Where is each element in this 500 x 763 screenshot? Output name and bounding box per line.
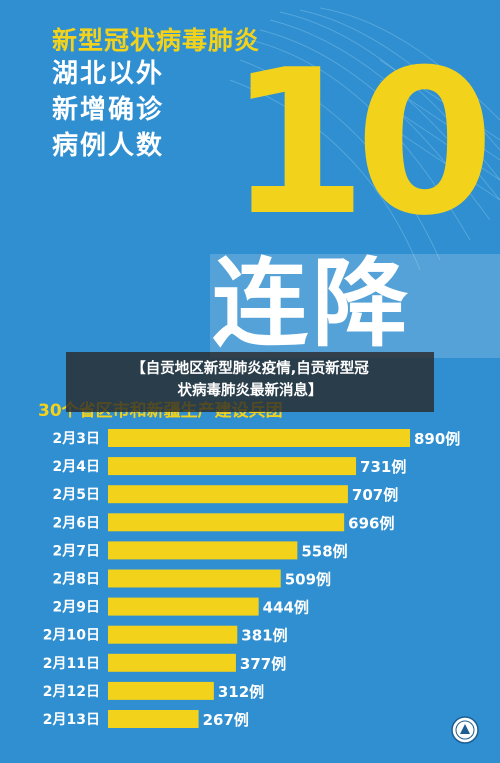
overlay-title-line-2: 状病毒肺炎最新消息】 bbox=[177, 383, 323, 399]
value-label: 312例 bbox=[218, 683, 264, 701]
bar bbox=[108, 625, 238, 644]
drop-text: 连降 bbox=[212, 248, 412, 360]
value-label: 696例 bbox=[348, 514, 394, 532]
category-label: 2月11日 bbox=[43, 656, 100, 672]
value-label: 707例 bbox=[352, 486, 398, 504]
category-label: 2月9日 bbox=[53, 600, 100, 616]
bar bbox=[108, 653, 236, 672]
value-label: 558例 bbox=[301, 542, 347, 560]
category-label: 2月12日 bbox=[43, 684, 100, 700]
bar bbox=[108, 513, 345, 532]
bar bbox=[108, 457, 357, 476]
bar bbox=[108, 541, 298, 560]
bar bbox=[108, 597, 259, 616]
value-label: 509例 bbox=[285, 571, 331, 589]
overlay-article-title: 【自贡地区新型肺炎疫情,自贡新型冠 状病毒肺炎最新消息】 bbox=[66, 352, 434, 412]
bar bbox=[108, 485, 348, 504]
headline-topic: 新型冠状病毒肺炎 bbox=[52, 26, 261, 55]
bar bbox=[108, 429, 410, 447]
category-label: 2月4日 bbox=[53, 459, 100, 475]
bar bbox=[108, 681, 214, 700]
headline-line-3: 病例人数 bbox=[52, 131, 165, 161]
category-label: 2月3日 bbox=[53, 431, 100, 447]
category-label: 2月10日 bbox=[43, 628, 100, 644]
headline-line-1: 湖北以外 bbox=[52, 59, 165, 89]
value-label: 731例 bbox=[360, 458, 406, 476]
value-label: 444例 bbox=[263, 599, 309, 617]
drop-band bbox=[210, 254, 500, 358]
category-label: 2月8日 bbox=[53, 572, 100, 588]
overlay-title-line-1: 【自贡地区新型肺炎疫情,自贡新型冠 bbox=[131, 361, 369, 377]
category-label: 2月7日 bbox=[53, 543, 100, 559]
emblem-icon bbox=[451, 716, 479, 744]
bar bbox=[108, 569, 281, 588]
value-label: 381例 bbox=[241, 627, 287, 645]
value-label: 890例 bbox=[414, 430, 460, 448]
big-number: 10 bbox=[228, 27, 494, 260]
value-label: 267例 bbox=[203, 711, 249, 729]
headline: 新型冠状病毒肺炎 湖北以外 新增确诊 病例人数 bbox=[52, 26, 260, 164]
headline-line-2: 新增确诊 bbox=[52, 95, 165, 125]
value-label: 377例 bbox=[240, 655, 286, 673]
category-label: 2月6日 bbox=[53, 515, 100, 531]
bar bbox=[108, 710, 199, 728]
category-label: 2月13日 bbox=[43, 712, 100, 728]
category-label: 2月5日 bbox=[53, 487, 100, 503]
